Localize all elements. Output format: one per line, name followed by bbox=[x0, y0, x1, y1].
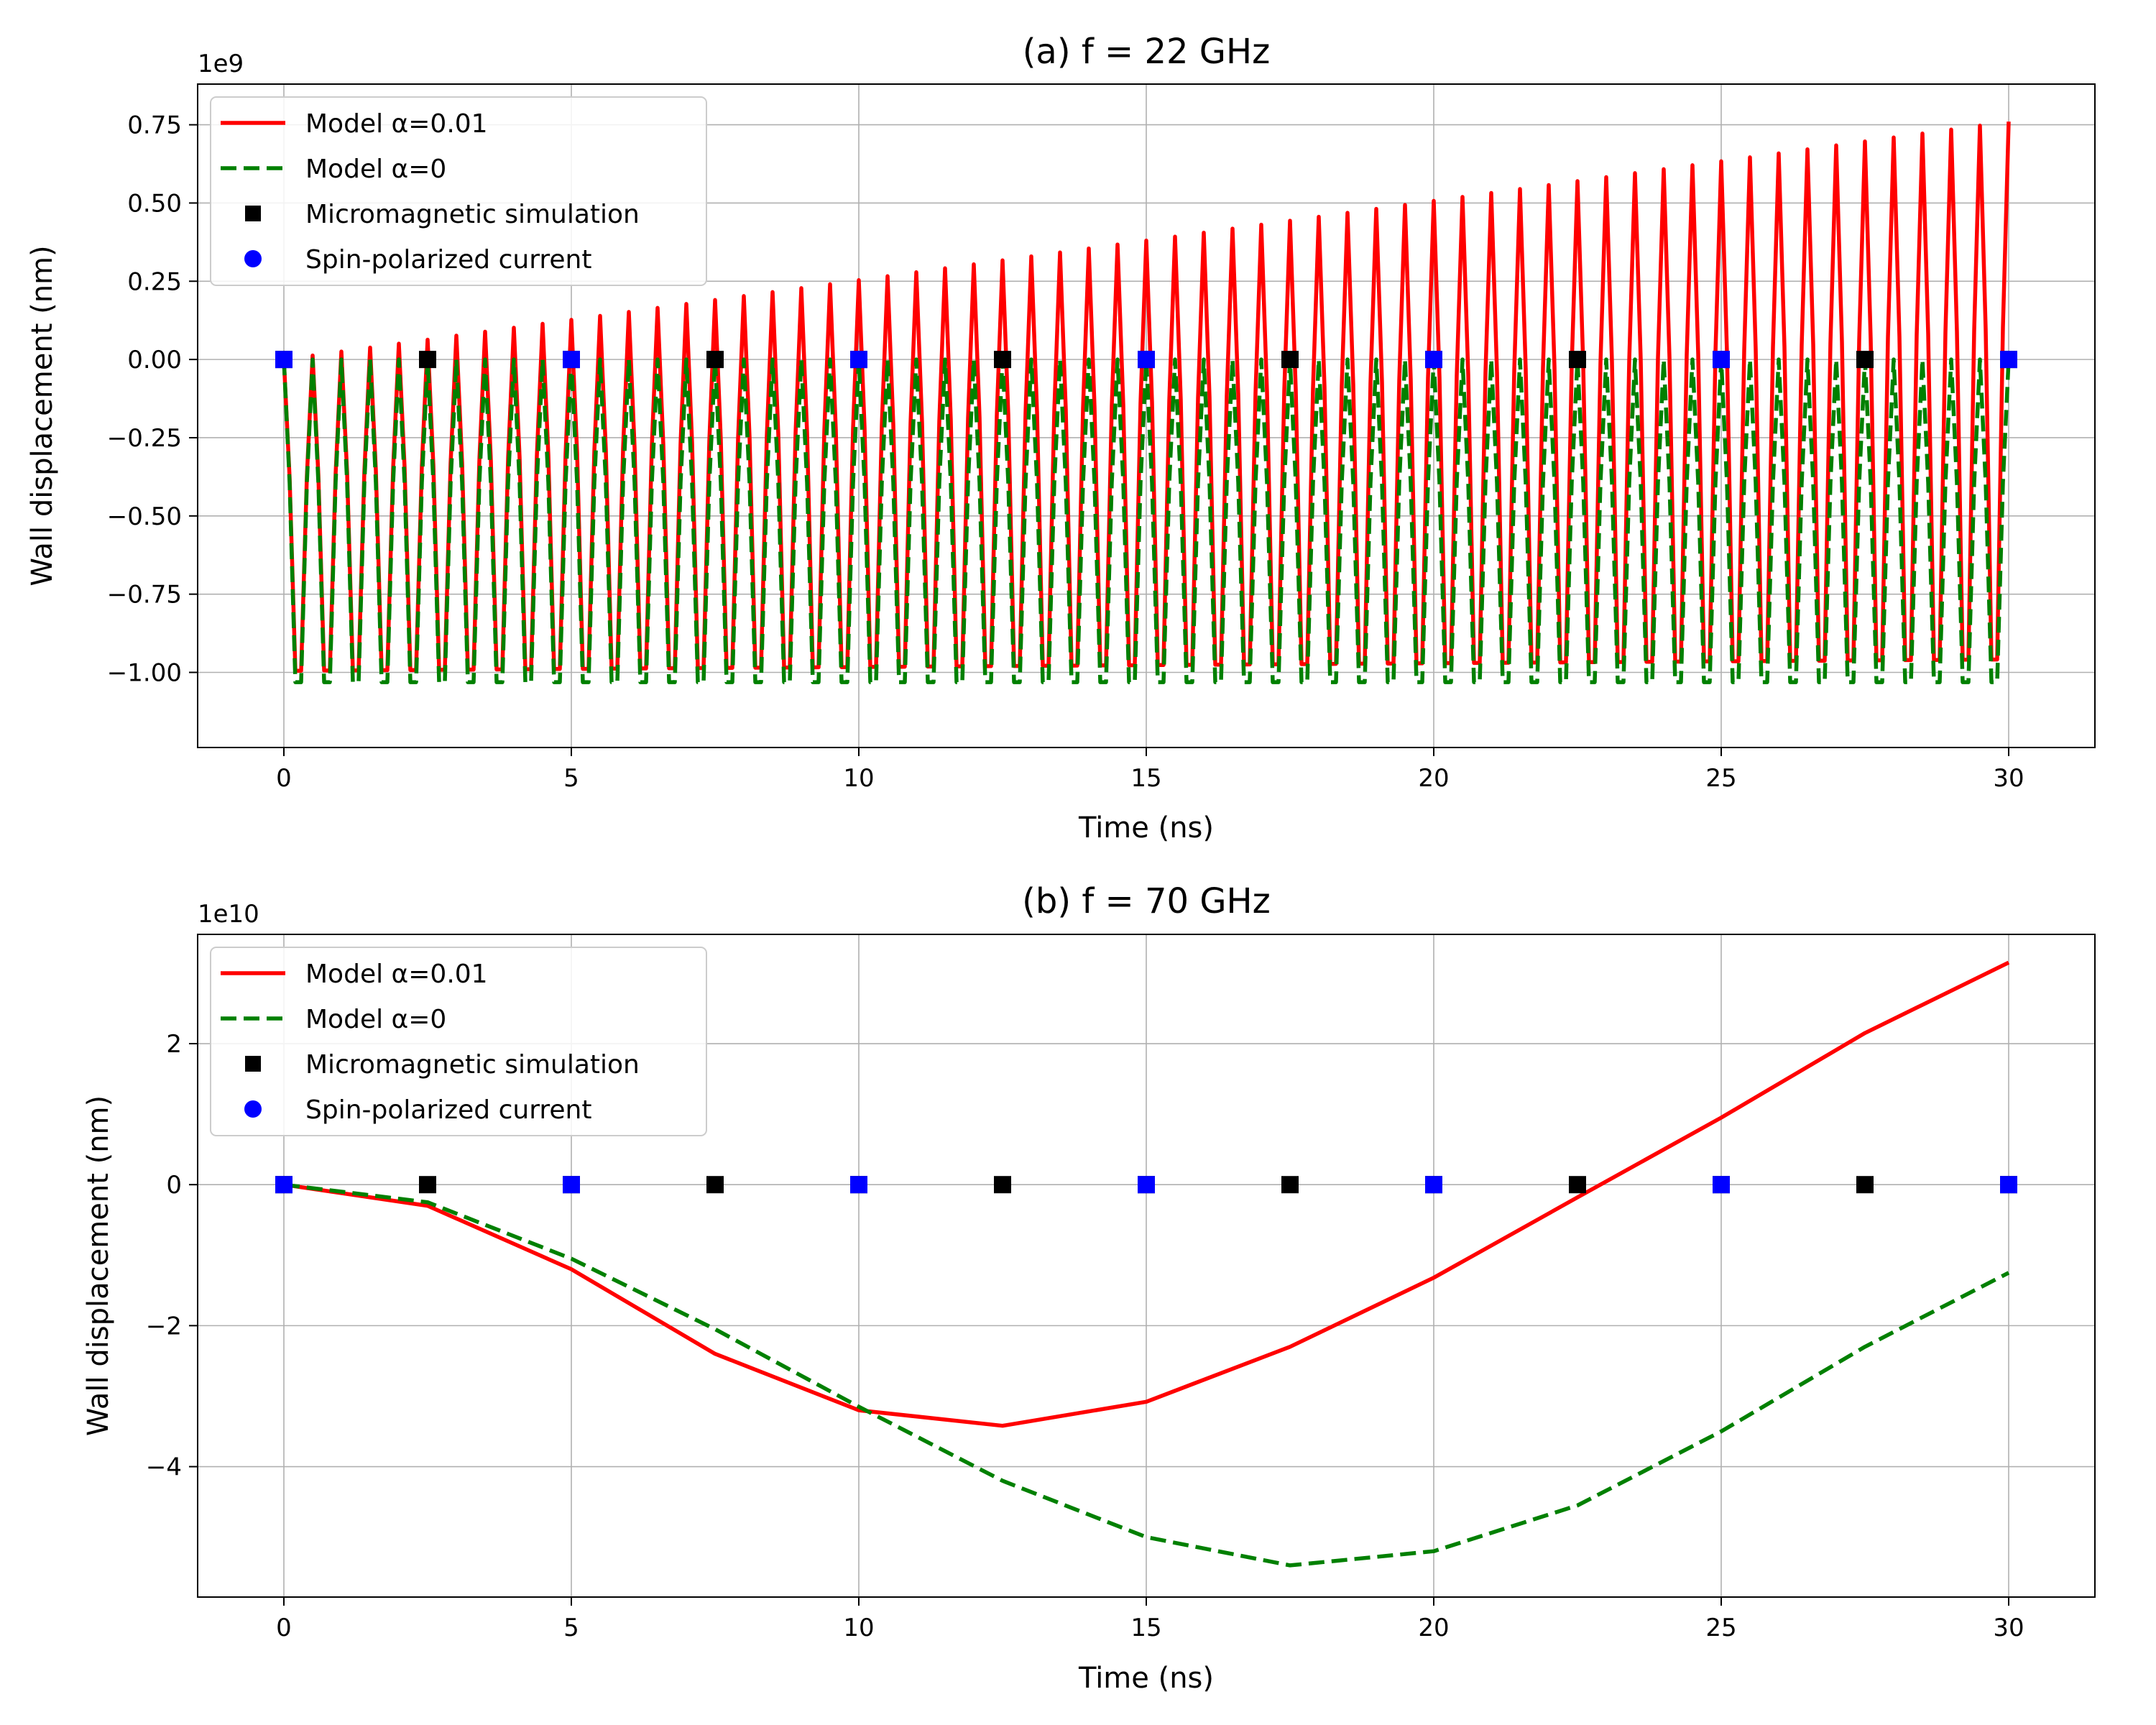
y-tick-label: −0.50 bbox=[107, 502, 182, 531]
marker-spin-current bbox=[275, 1176, 292, 1194]
legend-label: Micromagnetic simulation bbox=[305, 200, 640, 229]
grid bbox=[198, 84, 2095, 748]
x-tick-label: 5 bbox=[563, 764, 579, 793]
legend: Model α=0.01 Model α=0 Micromagnetic simul… bbox=[210, 96, 707, 286]
legend-swatch-square bbox=[245, 1056, 261, 1072]
y-tick-label: 0.00 bbox=[127, 346, 182, 374]
panel-a: 0 5 10 15 20 25 30 −1.00 −0.75 −0.50 −0.25 0.00 0.25… bbox=[26, 32, 2096, 845]
y-tick-label: −0.75 bbox=[107, 581, 182, 610]
marker-micromagnetic bbox=[419, 351, 436, 369]
y-offset-text: 1e9 bbox=[198, 50, 244, 78]
marker-micromagnetic bbox=[1569, 1176, 1586, 1194]
marker-micromagnetic bbox=[1856, 351, 1874, 369]
marker-spin-current bbox=[850, 1176, 867, 1194]
x-tick-label: 10 bbox=[843, 1614, 874, 1642]
y-tick-label: 0.25 bbox=[127, 267, 182, 296]
legend-label: Spin-polarized current bbox=[305, 1095, 591, 1125]
y-tick-label: 0.75 bbox=[127, 111, 182, 140]
chart-title: (a) f = 22 GHz bbox=[1023, 32, 1271, 72]
panel-b: 0 5 10 15 20 25 30 −4 −2 0 2 1e10 (b) f = 70 GHz Time… bbox=[82, 881, 2096, 1695]
legend-label: Model α=0 bbox=[305, 1005, 446, 1034]
x-tick-label: 30 bbox=[1993, 1614, 2024, 1642]
plot-area bbox=[275, 960, 2017, 1568]
marker-spin-current bbox=[275, 351, 292, 369]
x-tick-label: 30 bbox=[1993, 764, 2024, 793]
x-tick-label: 0 bbox=[276, 764, 292, 793]
legend-swatch-square bbox=[245, 206, 261, 221]
legend-label: Model α=0.01 bbox=[305, 960, 488, 989]
series-line-model-alpha-0 bbox=[283, 1182, 2010, 1568]
series-line-model-alpha-0.01 bbox=[283, 960, 2010, 1428]
x-tick-label: 20 bbox=[1418, 1614, 1449, 1642]
y-tick-label: −1.00 bbox=[107, 659, 182, 688]
marker-spin-current bbox=[1425, 351, 1442, 369]
y-tick-label: −2 bbox=[146, 1312, 182, 1340]
y-offset-text: 1e10 bbox=[198, 900, 259, 929]
marker-micromagnetic bbox=[1569, 351, 1586, 369]
y-axis-label: Wall displacement (nm) bbox=[26, 245, 59, 586]
chart-title: (b) f = 70 GHz bbox=[1022, 881, 1271, 921]
legend-box bbox=[210, 96, 707, 286]
x-tick-label: 0 bbox=[276, 1614, 292, 1642]
marker-micromagnetic bbox=[419, 1176, 436, 1194]
marker-micromagnetic bbox=[706, 1176, 724, 1194]
marker-spin-current bbox=[1425, 1176, 1442, 1194]
series-line-model-alpha-0.01 bbox=[282, 121, 2011, 673]
legend: Model α=0.01 Model α=0 Micromagnetic simul… bbox=[210, 947, 707, 1136]
marker-micromagnetic bbox=[1281, 1176, 1299, 1194]
y-tick-label: 2 bbox=[166, 1030, 182, 1059]
legend-box bbox=[210, 947, 707, 1136]
y-tick-label: 0 bbox=[166, 1171, 182, 1200]
y-tick-label: 0.50 bbox=[127, 189, 182, 218]
x-tick-label: 20 bbox=[1418, 764, 1449, 793]
legend-swatch-circle bbox=[244, 250, 262, 267]
x-tick-label: 10 bbox=[843, 764, 874, 793]
marker-spin-current bbox=[2000, 351, 2017, 369]
x-tick-label: 15 bbox=[1130, 1614, 1161, 1642]
marker-spin-current bbox=[1713, 1176, 1730, 1194]
marker-micromagnetic bbox=[994, 1176, 1011, 1194]
marker-spin-current bbox=[850, 351, 867, 369]
legend-label: Model α=0 bbox=[305, 155, 446, 184]
marker-micromagnetic bbox=[1856, 1176, 1874, 1194]
marker-micromagnetic bbox=[706, 351, 724, 369]
legend-label: Micromagnetic simulation bbox=[305, 1050, 640, 1080]
legend-label: Spin-polarized current bbox=[305, 245, 591, 275]
y-tick-label: −0.25 bbox=[107, 424, 182, 453]
x-axis-label: Time (ns) bbox=[1078, 1662, 1214, 1695]
y-tick-label: −4 bbox=[146, 1453, 182, 1482]
marker-micromagnetic bbox=[994, 351, 1011, 369]
x-axis-label: Time (ns) bbox=[1078, 811, 1214, 845]
y-axis-label: Wall displacement (nm) bbox=[82, 1095, 115, 1436]
marker-spin-current bbox=[1138, 1176, 1155, 1194]
marker-spin-current bbox=[2000, 1176, 2017, 1194]
x-tick-label: 25 bbox=[1705, 1614, 1736, 1642]
x-tick-label: 5 bbox=[563, 1614, 579, 1642]
plot-area bbox=[275, 121, 2017, 684]
marker-micromagnetic bbox=[1281, 351, 1299, 369]
marker-spin-current bbox=[1713, 351, 1730, 369]
x-tick-label: 25 bbox=[1705, 764, 1736, 793]
marker-spin-current bbox=[1138, 351, 1155, 369]
marker-spin-current bbox=[563, 1176, 580, 1194]
x-tick-label: 15 bbox=[1130, 764, 1161, 793]
legend-swatch-circle bbox=[244, 1100, 262, 1118]
legend-label: Model α=0.01 bbox=[305, 109, 488, 139]
marker-spin-current bbox=[563, 351, 580, 369]
